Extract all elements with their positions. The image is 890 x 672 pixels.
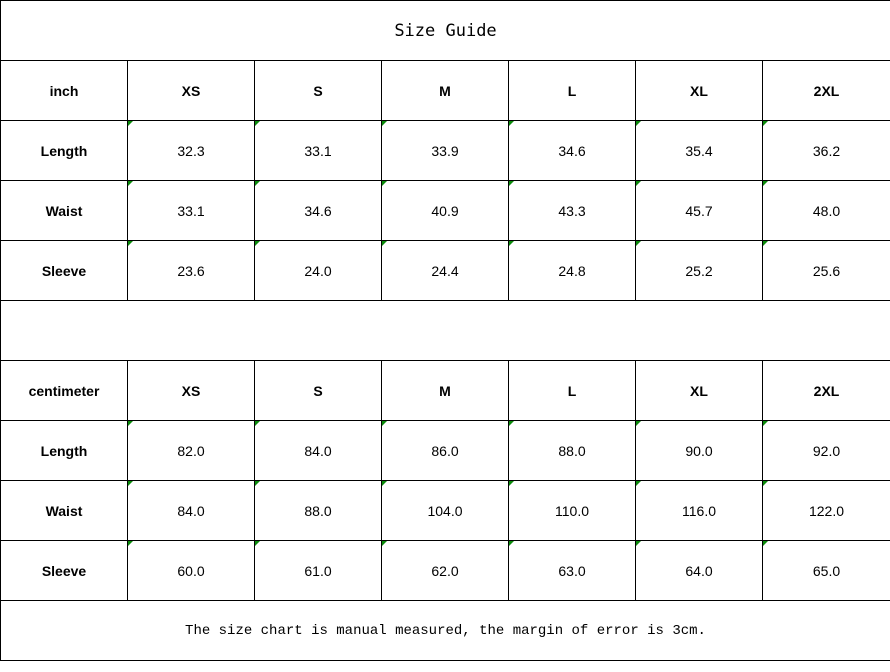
measure-value: 63.0	[508, 540, 636, 601]
table-row: Sleeve 60.0 61.0 62.0 63.0 64.0 65.0	[0, 540, 890, 601]
table-row: Length 82.0 84.0 86.0 88.0 90.0 92.0	[0, 420, 890, 481]
measure-value: 33.1	[254, 120, 382, 181]
measure-value: 23.6	[127, 240, 255, 301]
size-header-xs: XS	[127, 360, 255, 421]
size-header-m: M	[381, 60, 509, 121]
measure-value: 36.2	[762, 120, 890, 181]
size-header-l: L	[508, 360, 636, 421]
size-header-m: M	[381, 360, 509, 421]
note-row: The size chart is manual measured, the m…	[0, 600, 890, 661]
measure-label-waist: Waist	[0, 480, 128, 541]
measure-value: 24.0	[254, 240, 382, 301]
spacer-row	[0, 300, 890, 361]
measure-label-sleeve: Sleeve	[0, 240, 128, 301]
note-text: The size chart is manual measured, the m…	[0, 600, 890, 661]
inch-header-row: inch XS S M L XL 2XL	[0, 60, 890, 121]
measure-value: 45.7	[635, 180, 763, 241]
measure-value: 34.6	[254, 180, 382, 241]
measure-value: 24.4	[381, 240, 509, 301]
inch-unit-label: inch	[0, 60, 128, 121]
centimeter-header-row: centimeter XS S M L XL 2XL	[0, 360, 890, 421]
measure-value: 25.6	[762, 240, 890, 301]
measure-value: 90.0	[635, 420, 763, 481]
measure-value: 43.3	[508, 180, 636, 241]
size-header-2xl: 2XL	[762, 60, 890, 121]
measure-value: 62.0	[381, 540, 509, 601]
measure-label-sleeve: Sleeve	[0, 540, 128, 601]
spacer-cell	[0, 300, 890, 361]
measure-value: 88.0	[508, 420, 636, 481]
measure-value: 24.8	[508, 240, 636, 301]
measure-value: 35.4	[635, 120, 763, 181]
size-header-xs: XS	[127, 60, 255, 121]
measure-label-waist: Waist	[0, 180, 128, 241]
measure-value: 40.9	[381, 180, 509, 241]
size-header-xl: XL	[635, 60, 763, 121]
measure-value: 88.0	[254, 480, 382, 541]
size-header-s: S	[254, 60, 382, 121]
measure-value: 92.0	[762, 420, 890, 481]
measure-value: 64.0	[635, 540, 763, 601]
table-row: Waist 33.1 34.6 40.9 43.3 45.7 48.0	[0, 180, 890, 241]
measure-value: 104.0	[381, 480, 509, 541]
size-header-l: L	[508, 60, 636, 121]
table-row: Waist 84.0 88.0 104.0 110.0 116.0 122.0	[0, 480, 890, 541]
measure-value: 110.0	[508, 480, 636, 541]
measure-value: 86.0	[381, 420, 509, 481]
measure-value: 61.0	[254, 540, 382, 601]
centimeter-unit-label: centimeter	[0, 360, 128, 421]
measure-value: 84.0	[127, 480, 255, 541]
measure-label-length: Length	[0, 120, 128, 181]
page-title: Size Guide	[0, 0, 890, 61]
table-row: Sleeve 23.6 24.0 24.4 24.8 25.2 25.6	[0, 240, 890, 301]
title-row: Size Guide	[0, 0, 890, 61]
measure-value: 25.2	[635, 240, 763, 301]
size-header-xl: XL	[635, 360, 763, 421]
measure-value: 60.0	[127, 540, 255, 601]
measure-value: 65.0	[762, 540, 890, 601]
table-row: Length 32.3 33.1 33.9 34.6 35.4 36.2	[0, 120, 890, 181]
measure-value: 33.9	[381, 120, 509, 181]
measure-value: 48.0	[762, 180, 890, 241]
measure-value: 32.3	[127, 120, 255, 181]
measure-value: 84.0	[254, 420, 382, 481]
measure-value: 116.0	[635, 480, 763, 541]
size-header-s: S	[254, 360, 382, 421]
measure-value: 82.0	[127, 420, 255, 481]
measure-value: 34.6	[508, 120, 636, 181]
measure-value: 122.0	[762, 480, 890, 541]
size-header-2xl: 2XL	[762, 360, 890, 421]
measure-label-length: Length	[0, 420, 128, 481]
measure-value: 33.1	[127, 180, 255, 241]
